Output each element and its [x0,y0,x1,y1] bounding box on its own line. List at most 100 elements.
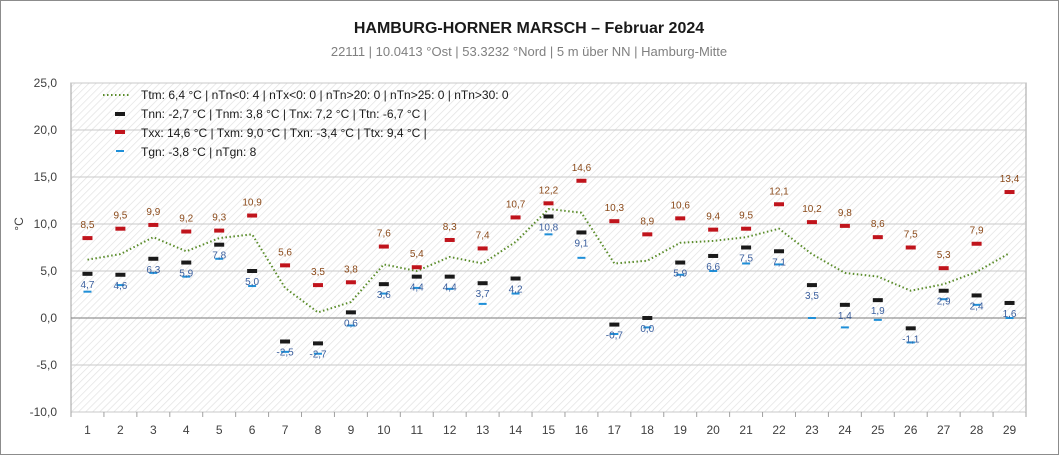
y-tick-label: -10,0 [30,405,58,419]
tg-marker [676,273,685,276]
tn-label: 7,5 [739,254,753,265]
tn-marker [214,242,225,247]
legend-tx-symbol [115,130,125,134]
tg-marker [840,326,849,329]
tg-marker [1005,317,1014,319]
tg-marker [445,287,454,290]
tg-marker [906,341,915,344]
x-tick-label: 29 [1003,423,1017,437]
tg-marker [116,284,125,287]
tx-marker [938,266,949,271]
tx-label: 7,4 [476,230,490,241]
tn-marker [280,339,291,344]
tn-marker [741,245,752,250]
x-tick-label: 13 [476,423,490,437]
tg-marker [412,286,421,289]
legend-tg: Tgn: -3,8 °C | nTgn: 8 [141,145,257,159]
tx-label: 7,6 [377,229,391,240]
x-tick-label: 28 [970,423,984,437]
tx-label: 14,6 [572,163,592,174]
tx-label: 9,8 [838,208,852,219]
tn-marker [543,214,554,219]
grid-lines [71,82,1026,413]
tx-marker [214,228,225,233]
tg-marker [544,233,553,236]
y-tick-label: 10,0 [34,217,58,231]
x-tick-label: 24 [838,423,852,437]
tx-marker [675,216,686,221]
tg-marker [577,256,586,259]
x-tick-label: 18 [641,423,655,437]
tn-label: 3,5 [805,291,819,302]
tx-label: 12,1 [769,186,789,197]
tg-marker [972,303,981,306]
tn-label: 7,1 [772,257,786,268]
tg-marker [807,317,816,319]
x-tick-label: 1 [84,423,91,437]
tx-label: 9,3 [212,213,226,224]
tn-label: 4,4 [443,283,457,294]
tg-marker [775,263,784,266]
tg-marker [873,318,882,321]
tx-label: 5,6 [278,247,292,258]
tn-marker [576,230,587,235]
tn-label: -2,5 [276,348,294,359]
tn-label: -2,7 [309,349,327,360]
tn-marker [510,276,521,281]
legend-tx: Txx: 14,6 °C | Txm: 9,0 °C | Txn: -3,4 °… [141,126,427,140]
tg-marker [643,326,652,329]
x-axis: 1 2 3 4 5 6 7 8 9 10 11 12 13 14 15 16 17 18 19 20 21 22 23 24 2… [70,412,1027,437]
tn-label: 6,3 [146,265,160,276]
tn-label: 5,0 [245,277,259,288]
tx-marker [345,280,356,285]
tn-label: 5,9 [673,269,687,280]
x-tick-label: 19 [674,423,688,437]
tx-label: 8,3 [443,222,457,233]
tx-label: 3,8 [344,264,358,275]
tx-marker [642,232,653,237]
tx-label: 8,6 [871,219,885,230]
x-tick-label: 25 [871,423,885,437]
tn-marker [115,272,126,277]
tn-label: 3,6 [377,290,391,301]
tx-label: 10,2 [802,204,822,215]
tx-marker [510,215,521,220]
tn-marker [971,293,982,298]
tn-label: 4,4 [410,283,424,294]
tx-marker [477,246,488,251]
tn-label: 2,4 [970,301,984,312]
tn-marker [839,302,850,307]
tn-label: 0,0 [640,324,654,335]
tx-marker [774,202,785,207]
tx-marker [839,223,850,228]
tn-label: 10,8 [539,222,559,233]
tx-marker [741,226,752,231]
chart-subtitle: 22111 | 10.0413 °Ost | 53.3232 °Nord | 5… [331,44,727,59]
x-tick-label: 7 [282,423,289,437]
tn-marker [411,274,422,279]
tx-marker [82,236,93,241]
tn-marker [312,341,323,346]
tx-label: 9,4 [706,212,720,223]
tx-marker [115,226,126,231]
tn-label: 2,9 [937,297,951,308]
tn-marker [675,260,686,265]
y-axis-label: °C [12,217,26,231]
x-tick-label: 4 [183,423,190,437]
tn-marker [905,326,916,331]
x-tick-label: 5 [216,423,223,437]
legend-tg-symbol [116,150,124,152]
tn-marker [82,271,93,276]
tn-marker [609,322,620,327]
tn-label: 1,6 [1003,309,1017,320]
x-tick-label: 8 [315,423,322,437]
tn-label: 6,6 [706,262,720,273]
tn-marker [247,269,258,273]
x-tick-label: 17 [608,423,622,437]
tg-marker [742,262,751,265]
y-tick-label: 15,0 [34,170,58,184]
tn-label: 5,9 [179,269,193,280]
tg-marker [939,298,948,301]
x-tick-label: 27 [937,423,951,437]
